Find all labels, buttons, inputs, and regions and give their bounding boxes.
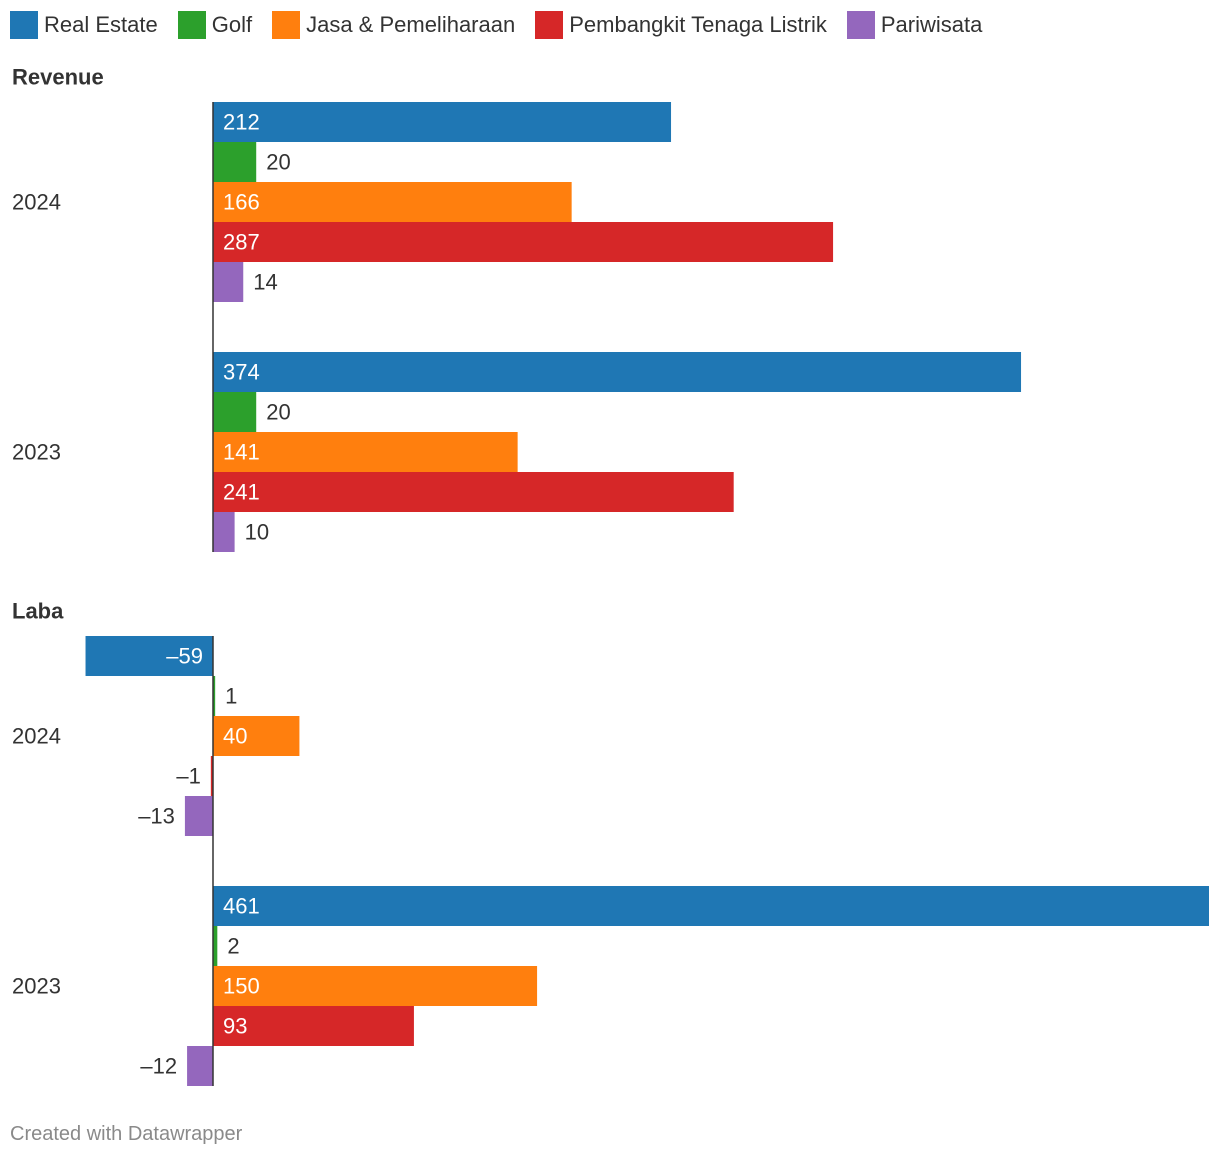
- bar-revenue-2024-real-estate: [213, 102, 672, 142]
- bar-laba-2024-pariwisata: [184, 796, 213, 836]
- data-label-revenue-2023-pariwisata: 10: [245, 520, 269, 545]
- data-label-revenue-2023-golf: 20: [266, 400, 290, 425]
- category-label-laba-2024: 2024: [12, 724, 61, 749]
- legend-swatch-pariwisata: [846, 11, 875, 39]
- bar-laba-2023-pariwisata: [187, 1046, 213, 1086]
- bar-revenue-2023-pariwisata: [213, 512, 235, 552]
- bar-revenue-2023-real-estate: [213, 352, 1022, 392]
- data-label-revenue-2024-pembangkit: 287: [223, 230, 260, 255]
- bar-revenue-2023-jasa: [213, 432, 518, 472]
- legend-swatch-golf: [177, 11, 206, 39]
- panel-title-revenue: Revenue: [12, 65, 104, 90]
- bar-laba-2024-jasa: [213, 716, 300, 756]
- data-label-laba-2023-real-estate: 461: [223, 894, 260, 919]
- bar-laba-2024-pembangkit: [210, 756, 213, 796]
- legend-swatch-real-estate: [10, 11, 38, 39]
- bar-revenue-2023-pembangkit: [213, 472, 734, 512]
- legend-swatch-jasa: [272, 11, 301, 39]
- category-label-revenue-2023: 2023: [12, 440, 61, 465]
- data-label-laba-2024-real-estate: –59: [166, 644, 203, 669]
- data-label-revenue-2024-real-estate: 212: [223, 110, 260, 135]
- data-label-laba-2023-jasa: 150: [223, 974, 260, 999]
- panel-title-laba: Laba: [12, 599, 64, 624]
- legend-item-pariwisata: Pariwisata: [846, 11, 983, 39]
- legend-item-golf: Golf: [177, 11, 253, 39]
- bar-revenue-2024-pembangkit: [213, 222, 834, 262]
- legend-label-real-estate: Real Estate: [44, 12, 158, 37]
- bar-revenue-2024-jasa: [213, 182, 572, 222]
- footer-credit: Created with Datawrapper: [10, 1123, 243, 1145]
- category-label-laba-2023: 2023: [12, 974, 61, 999]
- legend-item-jasa: Jasa & Pemeliharaan: [272, 11, 515, 39]
- data-label-revenue-2023-real-estate: 374: [223, 360, 260, 385]
- category-label-revenue-2024: 2024: [12, 190, 61, 215]
- bar-laba-2023-pembangkit: [213, 1006, 414, 1046]
- legend-item-pembangkit: Pembangkit Tenaga Listrik: [535, 11, 827, 39]
- legend-item-real-estate: Real Estate: [10, 11, 158, 39]
- legend-swatch-pembangkit: [535, 11, 564, 39]
- data-label-laba-2024-pembangkit: –1: [176, 764, 200, 789]
- legend-label-pariwisata: Pariwisata: [880, 12, 983, 37]
- legend-label-jasa: Jasa & Pemeliharaan: [306, 12, 516, 37]
- legend-label-pembangkit: Pembangkit Tenaga Listrik: [569, 12, 827, 37]
- bar-laba-2024-real-estate: [85, 636, 213, 676]
- data-label-laba-2024-pariwisata: –13: [138, 804, 175, 829]
- data-label-revenue-2023-pembangkit: 241: [223, 480, 260, 505]
- legend-label-golf: Golf: [211, 12, 253, 37]
- bar-laba-2024-golf: [213, 676, 216, 716]
- data-label-revenue-2024-golf: 20: [266, 150, 290, 175]
- legend: Real Estate Golf Jasa & Pemeliharaan Pem…: [10, 10, 1002, 40]
- data-label-revenue-2024-jasa: 166: [223, 190, 260, 215]
- bar-revenue-2023-golf: [213, 392, 257, 432]
- data-label-laba-2024-golf: 1: [225, 684, 237, 709]
- bar-revenue-2024-golf: [213, 142, 257, 182]
- data-label-revenue-2024-pariwisata: 14: [253, 270, 277, 295]
- bar-laba-2023-real-estate: [213, 886, 1209, 926]
- data-label-laba-2024-jasa: 40: [223, 724, 247, 749]
- bar-revenue-2024-pariwisata: [213, 262, 244, 302]
- data-label-revenue-2023-jasa: 141: [223, 440, 260, 465]
- bar-laba-2023-golf: [213, 926, 218, 966]
- data-label-laba-2023-pembangkit: 93: [223, 1014, 247, 1039]
- data-label-laba-2023-pariwisata: –12: [140, 1054, 177, 1079]
- data-label-laba-2023-golf: 2: [227, 934, 239, 959]
- bar-laba-2023-jasa: [213, 966, 538, 1006]
